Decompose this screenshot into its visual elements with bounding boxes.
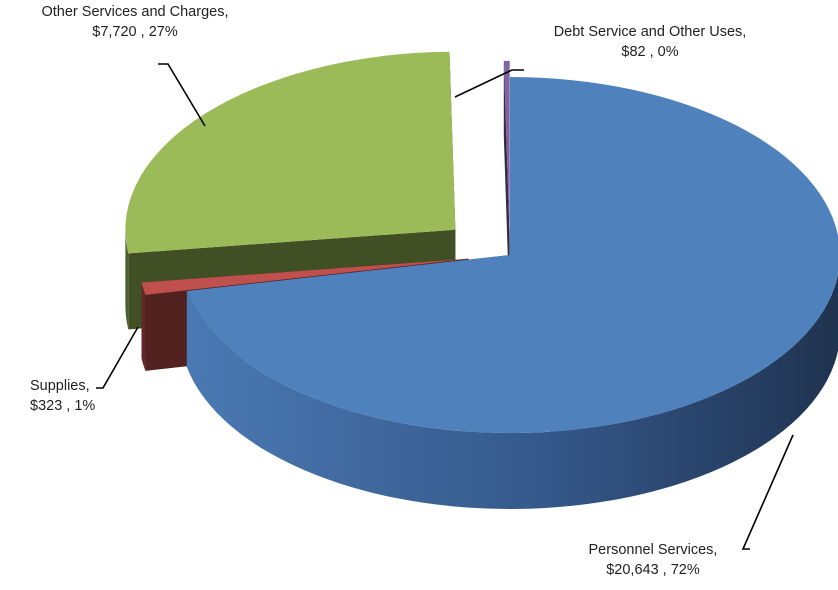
slice-supplies bbox=[141, 258, 469, 295]
label-supplies: Supplies, $323 , 1% bbox=[30, 376, 130, 416]
slice-personnel-services bbox=[186, 77, 838, 433]
label-debt-service-value: $82 , 0% bbox=[621, 44, 679, 60]
label-other-services: Other Services and Charges, $7,720 , 27% bbox=[0, 2, 270, 42]
label-debt-service-name: Debt Service and Other Uses, bbox=[553, 24, 747, 40]
label-supplies-value: $323 , 1% bbox=[30, 398, 96, 414]
leader-other-services bbox=[158, 63, 206, 127]
label-debt-service: Debt Service and Other Uses, $82 , 0% bbox=[520, 22, 780, 62]
label-other-services-value: $7,720 , 27% bbox=[92, 24, 178, 40]
slice-other-services bbox=[125, 51, 456, 254]
label-personnel-services-value: $20,643 , 72% bbox=[606, 562, 700, 578]
slice-supplies-side-0 bbox=[141, 282, 146, 371]
leader-personnel-services bbox=[741, 434, 794, 550]
leader-supplies bbox=[96, 326, 139, 389]
slice-personnel-services-side-0 bbox=[186, 274, 838, 509]
slice-other-services-side-0 bbox=[125, 229, 129, 330]
slice-debt-service-wall-0 bbox=[503, 60, 510, 315]
leader-debt-service bbox=[454, 69, 524, 98]
label-personnel-services: Personnel Services, $20,643 , 72% bbox=[568, 540, 738, 580]
label-other-services-name: Other Services and Charges, bbox=[41, 4, 229, 20]
label-personnel-services-name: Personnel Services, bbox=[588, 542, 718, 558]
slice-debt-service bbox=[503, 60, 510, 239]
label-supplies-name: Supplies, bbox=[30, 378, 90, 394]
